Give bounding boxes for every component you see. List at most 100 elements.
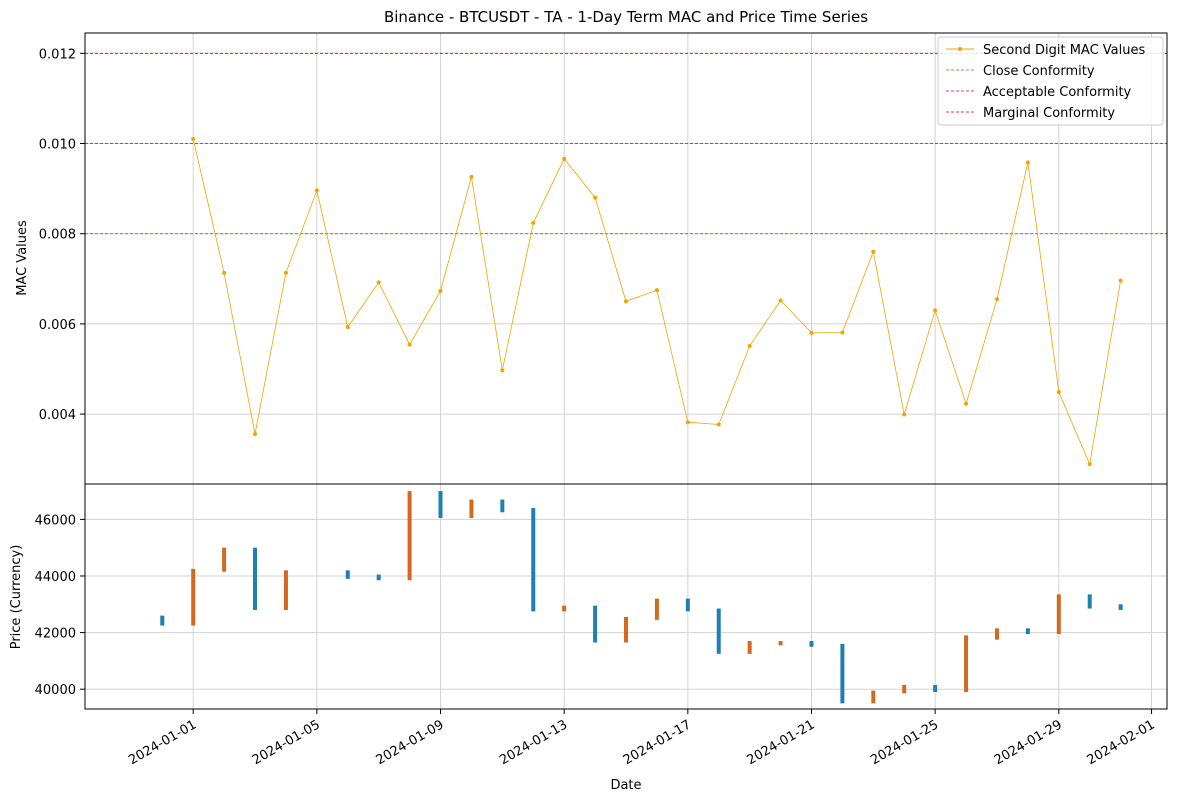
price-candle	[716, 608, 721, 654]
price-candle	[1056, 594, 1061, 634]
top-y-axis-label: MAC Values	[15, 220, 30, 296]
legend-box	[937, 36, 1164, 126]
mac-point	[994, 297, 999, 302]
mac-point	[283, 270, 288, 275]
mac-point	[964, 401, 969, 406]
price-candle	[283, 570, 288, 610]
price-candle	[469, 499, 474, 518]
bottom-y-tick-label: 46000	[35, 513, 76, 528]
mac-point	[222, 270, 227, 275]
chart-title: Binance - BTCUSDT - TA - 1-Day Term MAC …	[384, 8, 868, 26]
mac-point	[345, 325, 350, 330]
legend-label: Marginal Conformity	[983, 106, 1115, 121]
mac-point	[1118, 278, 1123, 283]
price-candle	[624, 617, 628, 643]
price-candle	[376, 574, 381, 581]
x-tick-label: 2024-02-01	[1085, 717, 1158, 768]
x-tick-label: 2024-01-29	[992, 717, 1065, 768]
bottom-y-ticks: 40000 42000 44000 46000	[35, 513, 85, 698]
price-candle	[593, 605, 598, 643]
price-candle	[933, 684, 938, 693]
price-candle	[191, 568, 196, 626]
mac-point	[376, 280, 381, 285]
x-tick-label: 2024-01-09	[374, 717, 447, 768]
price-candle	[1118, 604, 1123, 610]
bottom-y-tick-label: 40000	[35, 683, 76, 698]
price-candle	[809, 641, 814, 647]
bottom-panel-frame	[84, 483, 1168, 710]
mac-point	[469, 174, 474, 179]
price-candle	[747, 641, 752, 654]
mac-point	[1087, 462, 1092, 467]
mac-point	[407, 342, 412, 347]
mac-point	[716, 422, 721, 427]
price-candle	[964, 635, 969, 693]
mac-point	[685, 420, 690, 425]
x-tick-label: 2024-01-21	[745, 717, 818, 768]
x-tick-label: 2024-01-25	[868, 717, 941, 768]
mac-point	[902, 412, 907, 417]
mac-series	[191, 136, 1123, 467]
price-candle	[222, 547, 227, 572]
top-y-tick-label: 0.004	[39, 408, 76, 423]
mac-point	[933, 308, 938, 313]
mac-point	[1056, 389, 1061, 394]
mac-point	[562, 156, 567, 161]
price-candle	[1087, 594, 1092, 609]
bottom-y-tick-label: 44000	[35, 570, 76, 585]
x-tick-label: 2024-01-13	[497, 717, 570, 768]
mac-point	[747, 343, 752, 348]
price-candle	[994, 628, 999, 640]
price-candle	[253, 547, 258, 610]
price-candle	[778, 641, 783, 646]
price-candle	[160, 615, 165, 626]
top-y-tick-label: 0.008	[39, 228, 76, 243]
price-candle	[685, 598, 690, 612]
x-tick-label: 2024-01-05	[250, 717, 323, 768]
mac-point	[314, 188, 319, 193]
mac-point	[191, 136, 196, 141]
price-candle	[654, 598, 659, 620]
mac-point	[1025, 160, 1030, 165]
x-tick-label: 2024-01-17	[621, 717, 694, 768]
legend: Second Digit MAC Values Close Conformity A…	[937, 36, 1164, 126]
candlestick-series	[160, 491, 1123, 704]
top-y-ticks: 0.004 0.006 0.008 0.010 0.012	[39, 47, 85, 423]
mac-point	[624, 299, 628, 304]
bottom-panel-grid	[85, 484, 1167, 709]
legend-label: Acceptable Conformity	[983, 85, 1132, 100]
mac-point	[438, 288, 443, 293]
price-candle	[562, 605, 567, 612]
price-candle	[345, 570, 350, 579]
x-ticks: 2024-01-01 2024-01-05 2024-01-09 2024-01-13…	[126, 709, 1158, 768]
price-candle	[902, 684, 907, 694]
mac-point	[654, 288, 659, 293]
mac-point	[593, 195, 598, 200]
x-tick-label: 2024-01-01	[126, 717, 199, 768]
mac-point	[778, 298, 783, 303]
mac-point	[531, 220, 536, 225]
mac-line	[192, 138, 1121, 466]
price-candle	[438, 491, 443, 518]
legend-label: Second Digit MAC Values	[983, 43, 1145, 58]
price-candle	[407, 491, 412, 581]
price-candle	[531, 508, 536, 612]
top-y-tick-label: 0.006	[39, 318, 76, 333]
price-candle	[500, 499, 505, 513]
price-candle	[840, 643, 845, 704]
price-candle	[1025, 628, 1030, 634]
x-axis-label: Date	[610, 778, 641, 793]
legend-label: Close Conformity	[983, 64, 1095, 79]
mac-point	[840, 330, 845, 335]
mac-point	[871, 249, 876, 254]
mac-point	[809, 330, 814, 335]
top-y-tick-label: 0.012	[39, 47, 76, 62]
legend-marker	[958, 47, 962, 51]
mac-point	[253, 431, 258, 436]
bottom-y-axis-label: Price (Currency)	[9, 545, 24, 650]
top-y-tick-label: 0.010	[39, 137, 76, 152]
price-candle	[871, 690, 876, 704]
mac-point	[500, 368, 505, 373]
bottom-y-tick-label: 42000	[35, 627, 76, 642]
